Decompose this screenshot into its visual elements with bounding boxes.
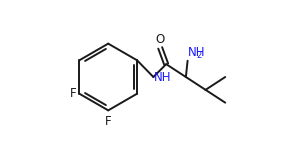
Text: F: F <box>105 115 112 128</box>
Text: NH: NH <box>188 46 205 59</box>
Text: O: O <box>155 33 165 46</box>
Text: F: F <box>70 87 77 100</box>
Text: NH: NH <box>154 71 171 83</box>
Text: 2: 2 <box>197 51 202 60</box>
